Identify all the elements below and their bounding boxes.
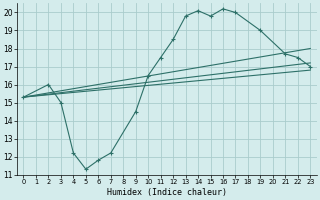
X-axis label: Humidex (Indice chaleur): Humidex (Indice chaleur) [107, 188, 227, 197]
